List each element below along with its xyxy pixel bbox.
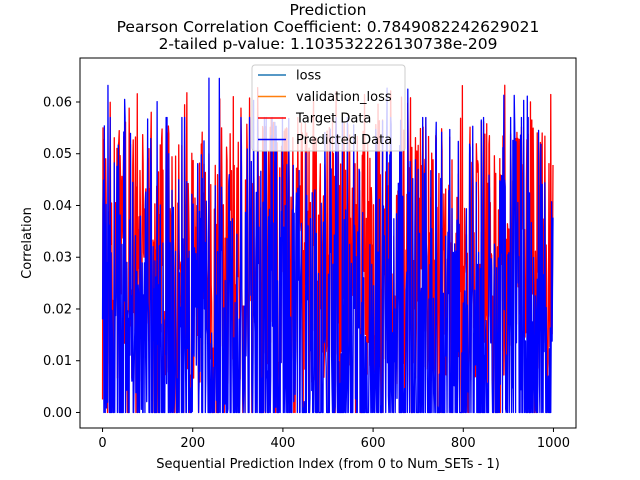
x-tick-label: 800 — [451, 436, 476, 451]
y-tick-label: 0.04 — [43, 199, 72, 214]
plot-frame — [79, 57, 577, 429]
x-tick-label: 600 — [361, 436, 386, 451]
legend-box — [251, 64, 406, 152]
x-axis-label: Sequential Prediction Index (from 0 to N… — [156, 457, 500, 472]
x-tick-label: 1000 — [537, 436, 570, 451]
y-tick-label: 0.03 — [43, 251, 72, 266]
series-predicted-data-line — [101, 77, 554, 414]
legend-label: Predicted Data — [296, 133, 392, 148]
y-tick-label: 0.00 — [43, 406, 72, 421]
legend-label: Target Data — [295, 112, 371, 127]
x-tick-label: 0 — [98, 436, 106, 451]
legend-label: loss — [296, 69, 321, 84]
x-axis-ticks: 0 200 400 600 800 1000 — [98, 428, 570, 451]
y-axis-ticks: 0.00 0.01 0.02 0.03 0.04 0.05 0.06 — [43, 95, 80, 421]
title-line-2: Pearson Correlation Coefficient: 0.78490… — [117, 18, 540, 36]
legend: loss validation_loss Target Data Predicted … — [251, 64, 406, 152]
legend-label: validation_loss — [296, 90, 392, 105]
y-tick-label: 0.02 — [43, 302, 72, 317]
legend-items: loss validation_loss Target Data Predicted … — [258, 69, 392, 148]
x-tick-label: 200 — [180, 436, 205, 451]
title-line-1: Prediction — [289, 1, 366, 19]
y-tick-label: 0.01 — [43, 354, 72, 369]
title-line-3: 2-tailed p-value: 1.103532226130738e-209 — [159, 35, 498, 53]
y-axis-label: Correlation — [20, 207, 35, 279]
y-tick-label: 0.06 — [43, 95, 72, 110]
x-tick-label: 400 — [270, 436, 295, 451]
plot-lines — [101, 77, 554, 414]
y-tick-label: 0.05 — [43, 147, 72, 162]
chart-title: Prediction Pearson Correlation Coefficie… — [117, 1, 540, 53]
